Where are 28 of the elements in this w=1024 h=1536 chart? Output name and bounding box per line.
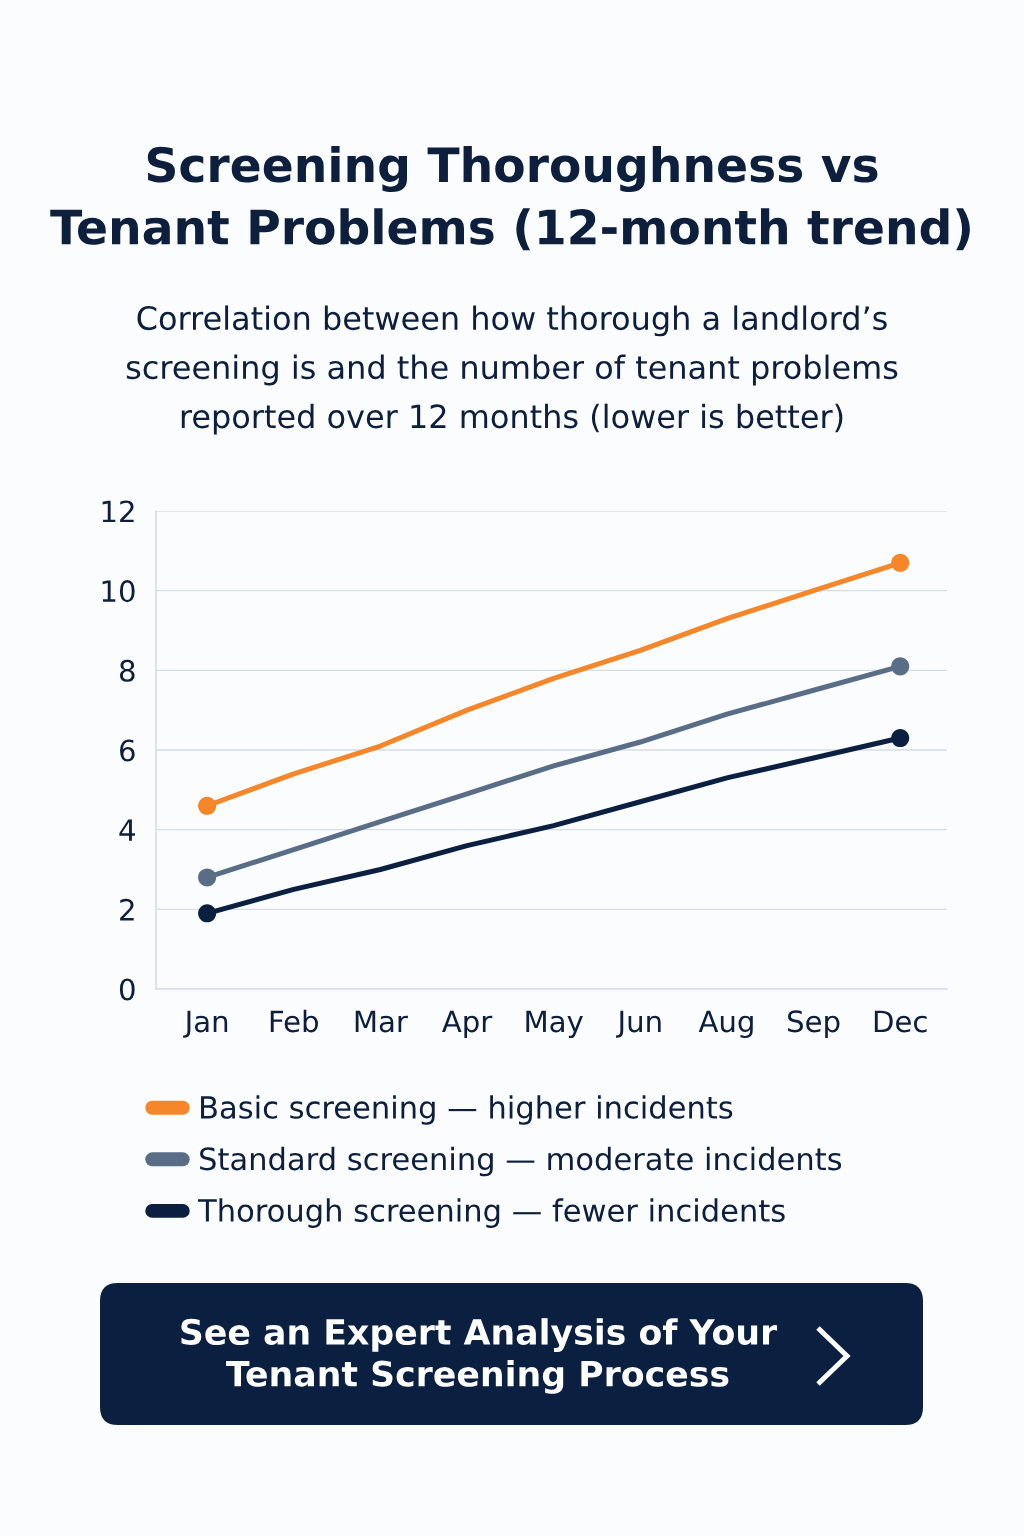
point [891,657,910,676]
x-tick-label: Feb [270,1009,318,1033]
y-tick-label: 6 [120,739,135,762]
text: See an Expert Analysis of Your Tenant Screening Process [181,1318,778,1394]
y-tick-label: 4 [119,819,135,841]
legend-label: Standard screening — moderate incidents [200,1146,842,1177]
point [891,553,910,572]
x-tick-label: Jan [183,1010,228,1038]
x-tick-label: Sep [788,1010,840,1039]
y-tick-label: 10 [102,580,135,603]
chart-subtitle: Correlation between how thorough a landlord’s screening is and the number of tenant problems reported over 12 months (lower is better) [126,305,898,435]
y-tick-label: 12 [102,500,134,523]
x-tick-label: Jun [616,1010,661,1038]
x-tick-label: May [526,1010,583,1039]
x-tick-label: Mar [355,1010,408,1033]
x-tick-label: Apr [442,1010,493,1039]
y-tick-label: 2 [120,898,134,921]
x-tick-label: Aug [698,1010,753,1039]
point [891,729,910,748]
y-tick-label: 0 [119,978,135,1001]
point [198,868,217,887]
y-tick-label: 8 [119,659,135,682]
legend-label: Basic screening — higher incidents [201,1095,733,1125]
legend-label: Thorough screening — fewer incidents [197,1198,785,1228]
chart-title: Screening Thoroughness vs Tenant Problems (12-month trend) [50,146,970,251]
point [198,904,217,923]
point [198,796,217,815]
x-tick-label: Dec [874,1010,927,1033]
